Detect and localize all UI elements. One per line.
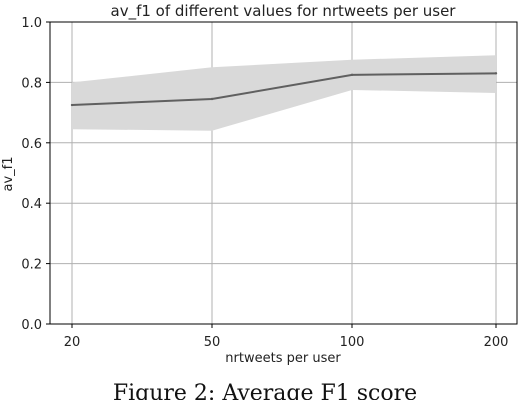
y-tick-label: 0.0	[21, 318, 42, 333]
x-tick-label: 20	[64, 335, 81, 350]
plot-frame	[49, 21, 518, 325]
chart-title: av_f1 of different values for nrtweets p…	[111, 2, 457, 21]
confidence-band	[72, 55, 496, 131]
x-tick-label: 200	[484, 335, 509, 350]
x-tick-label: 100	[340, 335, 365, 350]
data-point	[70, 103, 74, 107]
data-point	[494, 72, 498, 75]
y-tick-label: 0.6	[21, 137, 42, 152]
y-axis-label: av_f1	[1, 156, 16, 191]
y-tick-label: 0.2	[21, 258, 42, 273]
x-axis-ticks: 20 50 100 200	[64, 324, 509, 350]
data-point	[350, 73, 354, 77]
y-tick-label: 0.8	[21, 76, 42, 91]
y-tick-label: 1.0	[21, 16, 42, 31]
data-point	[210, 97, 214, 101]
y-tick-label: 0.4	[21, 197, 42, 212]
x-axis-label: nrtweets per user	[225, 351, 341, 366]
series-line	[71, 72, 497, 107]
y-axis-ticks: 0.0 0.2 0.4 0.6 0.8 1.0	[21, 16, 50, 333]
x-tick-label: 50	[204, 335, 221, 350]
figure-caption: Figure 2: Average F1 score	[113, 381, 417, 400]
